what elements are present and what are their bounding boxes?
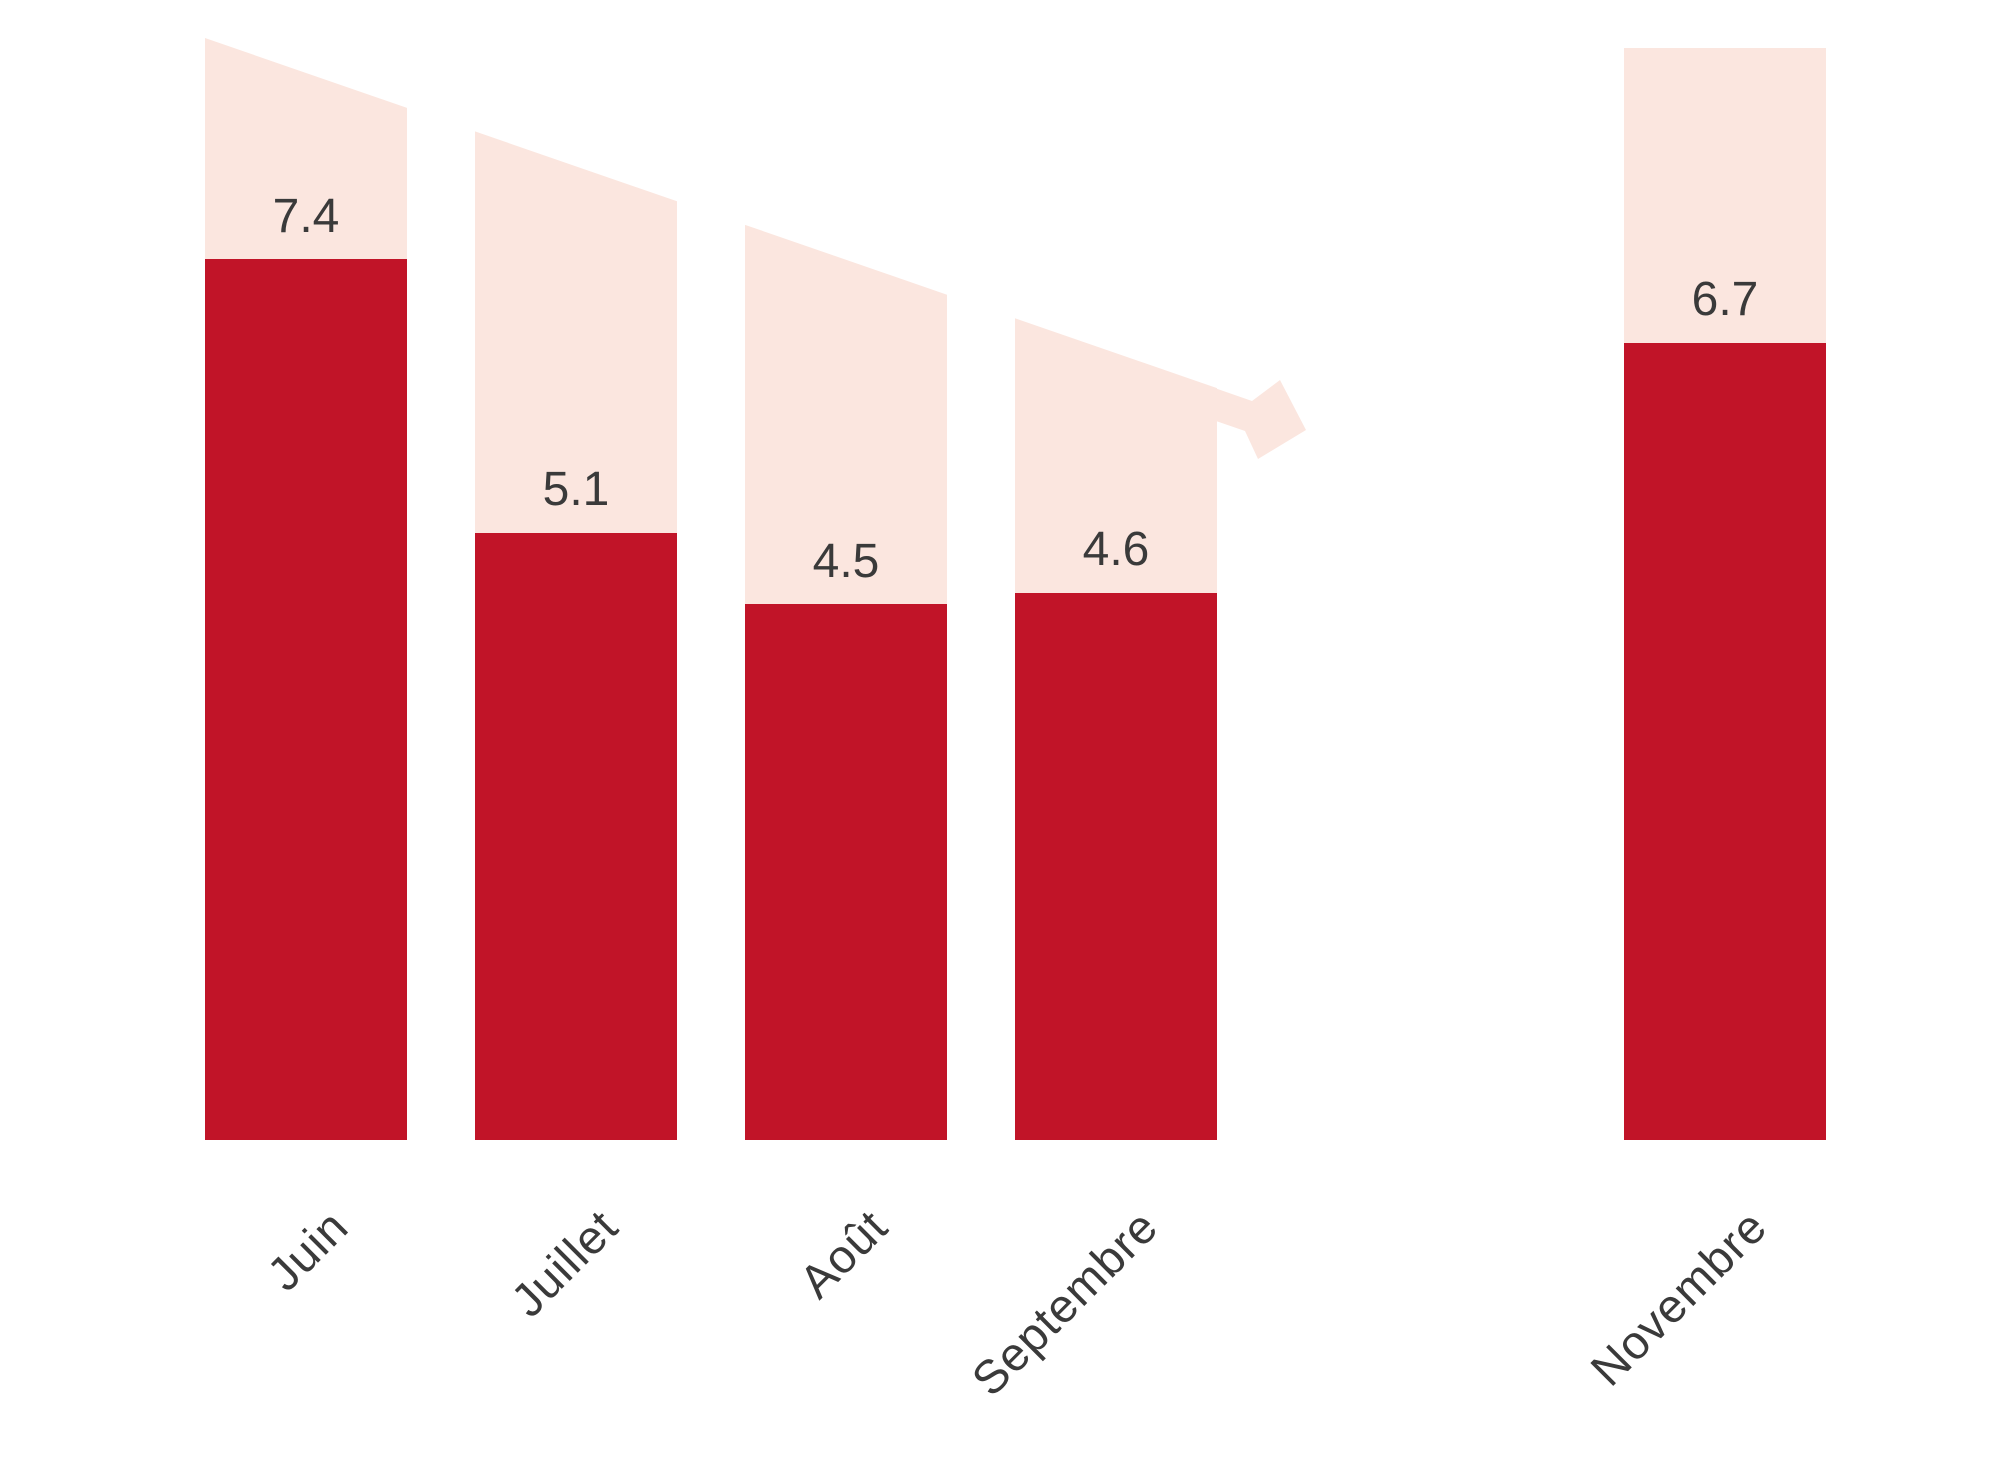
bar-value-label-novembre: 6.7 — [1691, 272, 1759, 326]
bar-value-label-septembre: 4.6 — [1082, 522, 1150, 576]
bar-fill-aout — [745, 604, 947, 1140]
trend-down-arrow-icon — [1120, 355, 1306, 459]
bar-column-juillet: 5.1 — [475, 131, 677, 1140]
bar-fill-septembre — [1015, 592, 1217, 1140]
bar-column-juin: 7.4 — [205, 38, 407, 1140]
bar-column-novembre: 6.7 — [1624, 48, 1826, 1140]
bar-fill-novembre — [1624, 342, 1826, 1140]
bar-value-label-aout: 4.5 — [812, 534, 880, 588]
x-axis-label-aout: Août — [789, 1199, 898, 1308]
bar-fill-juin — [205, 259, 407, 1140]
bar-value-label-juillet: 5.1 — [542, 463, 610, 517]
x-axis-label-septembre: Septembre — [961, 1199, 1168, 1406]
x-axis-label-novembre: Novembre — [1580, 1199, 1777, 1396]
bar-column-septembre: 4.6 — [1015, 318, 1217, 1140]
bar-value-label-juin: 7.4 — [272, 189, 340, 243]
bar-column-aout: 4.5 — [745, 224, 947, 1140]
x-axis-label-juin: Juin — [256, 1199, 358, 1301]
x-axis-label-juillet: Juillet — [500, 1199, 628, 1327]
bar-fill-juillet — [475, 533, 677, 1140]
trend-down-arrow-shape — [1120, 355, 1306, 459]
